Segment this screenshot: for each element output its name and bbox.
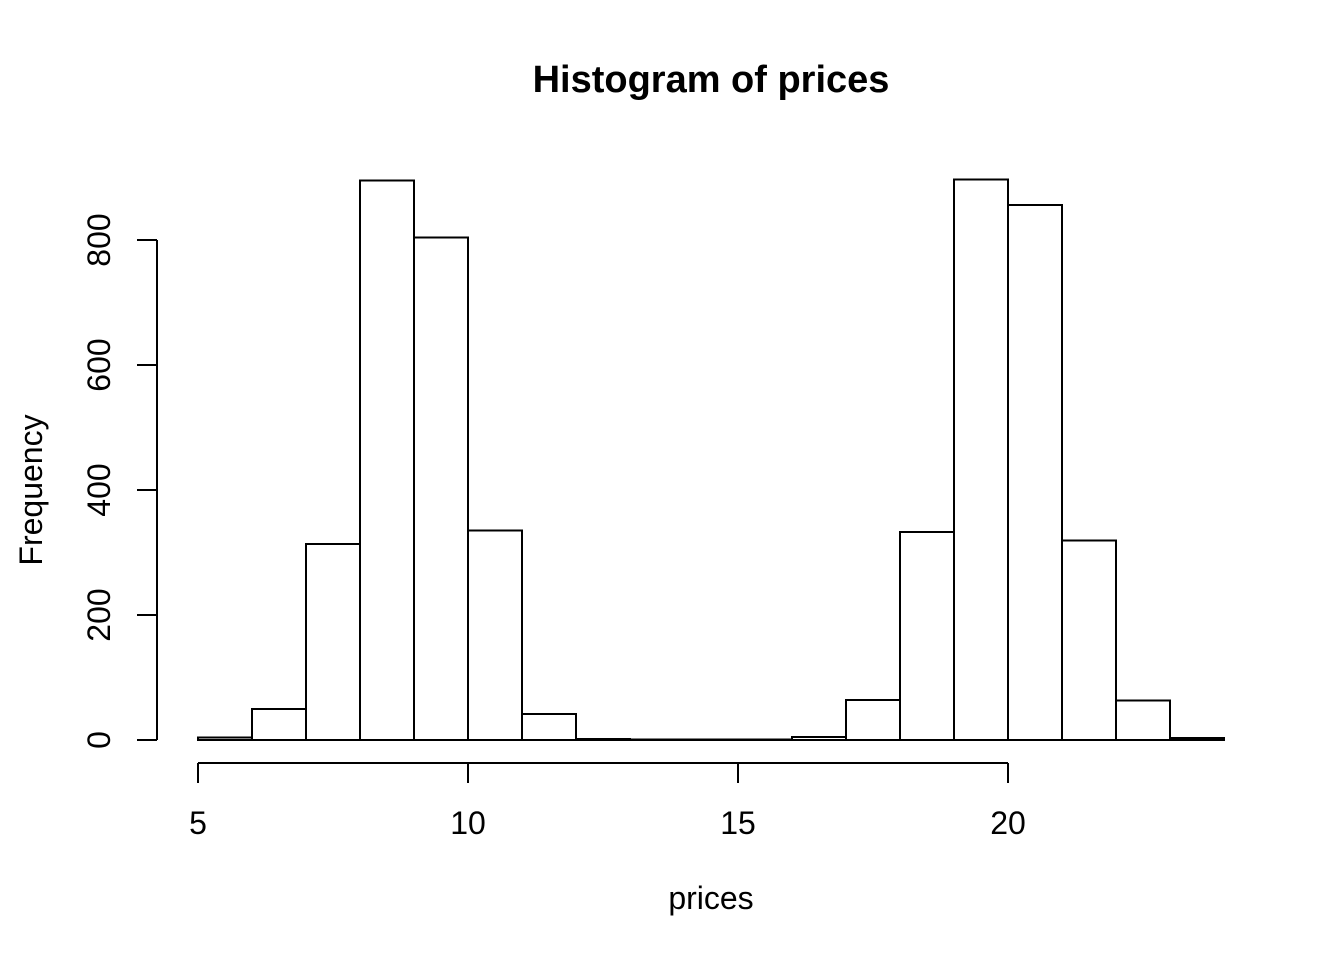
histogram-bar [521, 712, 577, 741]
histogram-bar [413, 236, 469, 741]
histogram-bar [251, 707, 307, 741]
x-tick-label: 15 [720, 805, 756, 841]
histogram-bar [1061, 539, 1117, 741]
x-tick-label: 10 [450, 805, 486, 841]
histogram-bar [575, 737, 631, 741]
y-axis-label: Frequency [13, 414, 49, 565]
histogram-bar [1169, 737, 1225, 741]
y-tick-label: 800 [81, 213, 117, 266]
histogram-bars [197, 178, 1225, 741]
y-tick-label: 600 [81, 338, 117, 391]
histogram-bar [1007, 204, 1063, 741]
histogram-bar [899, 530, 955, 741]
histogram-bar [305, 542, 361, 741]
histogram-bar [683, 738, 739, 741]
y-tick-label: 200 [81, 588, 117, 641]
chart-title: Histogram of prices [533, 59, 890, 101]
histogram-bar [467, 529, 523, 741]
x-tick-label: 5 [189, 805, 207, 841]
histogram-bar [1115, 699, 1171, 741]
histogram-bar [845, 699, 901, 741]
histogram-bar [629, 738, 685, 741]
histogram-bar [953, 178, 1009, 741]
histogram-bar [737, 738, 793, 741]
y-tick-label: 400 [81, 463, 117, 516]
histogram-bar [197, 736, 253, 741]
histogram-bar [791, 735, 847, 741]
histogram-bar [359, 179, 415, 741]
y-tick-label: 0 [81, 731, 117, 749]
x-tick-label: 20 [990, 805, 1026, 841]
x-axis-label: prices [668, 880, 753, 916]
